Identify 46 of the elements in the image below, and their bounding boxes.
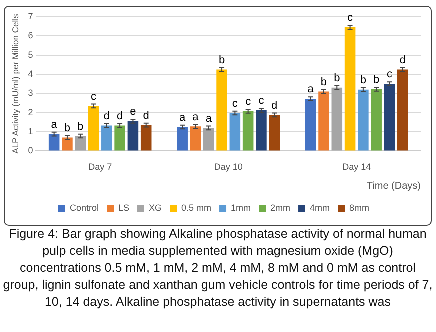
y-tick-label: 2 [28,107,34,118]
data-label: d [116,110,124,122]
legend-label: 1mm [231,202,252,213]
x-tick-label: Day 7 [88,162,112,172]
data-label: c [348,12,354,24]
legend-label: 4mm [310,202,330,213]
data-label: d [272,100,278,112]
data-label: b [218,54,226,66]
x-tick-label: Day 14 [342,162,372,172]
y-axis-title: ALP Activity (mU/ml) per Million Cells [10,14,20,154]
data-label: c [232,98,238,110]
caption: Figure 4: Bar graph showing Alkaline phosphatase activity of normal human pulp cells in media supplemented with magnesium oxide (MgO) concentrations 0.5 mM, 1 mM, 2 mM, 4 mM, 8 mM and 0 mM as control group, lignin sulfonate and xanthan gum vehicle controls for time periods of 7, 10, 14 days. Alkaline phosphatase activity in supernatants was [2,226,434,311]
data-label: e [130,106,136,118]
data-label: c [246,96,252,108]
data-label: b [320,76,328,88]
data-label: b [334,72,340,85]
data-label: a [192,111,200,124]
data-label: a [206,112,213,125]
data-label: b [360,74,367,86]
legend-label: LS [118,202,130,213]
legend-label: Control [70,202,99,213]
y-tick-label: 6 [28,30,34,41]
data-label: c [91,90,98,103]
legend-label: 0.5 mm [182,202,212,213]
x-axis-title: Time (Days) [366,180,421,192]
data-label: d [104,110,110,122]
data-label: a [308,84,315,96]
y-tick-label: 3 [28,88,34,98]
y-tick-label: 0 [28,146,34,156]
data-label: a [180,112,187,124]
data-label: d [400,54,406,66]
data-label: b [78,120,84,133]
data-label: c [258,95,265,108]
y-tick-label: 4 [28,69,34,79]
data-label: b [374,74,380,86]
data-label: c [386,68,393,81]
data-label: b [64,122,71,134]
y-tick-label: 5 [28,50,34,60]
legend-label: 2mm [270,202,291,213]
x-tick-label: Day 10 [214,162,243,172]
y-tick-label: 7 [28,11,34,22]
data-label: d [143,110,150,122]
legend-label: XG [149,202,162,213]
legend-label: 8mm [350,202,370,213]
data-label: a [51,118,58,131]
y-tick-label: 1 [28,126,34,137]
